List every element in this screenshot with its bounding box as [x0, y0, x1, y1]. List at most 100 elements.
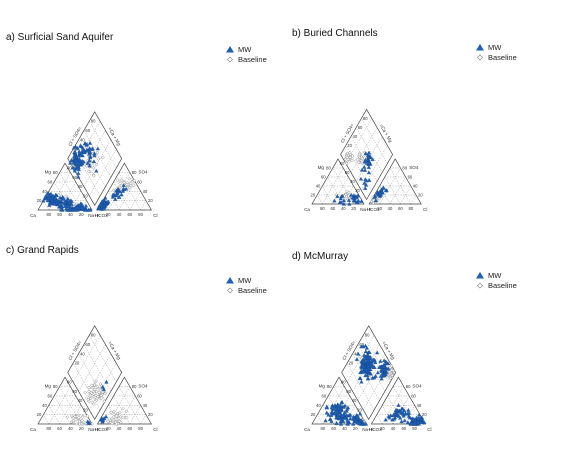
- point-baseline: [88, 393, 93, 398]
- point-baseline: [77, 415, 81, 420]
- point-mw: [362, 168, 368, 172]
- point-mw: [345, 421, 350, 426]
- tick-label-so4: 80: [406, 384, 411, 389]
- point-mw: [86, 207, 92, 212]
- point-baseline: [124, 409, 129, 414]
- point-baseline: [357, 160, 361, 165]
- point-baseline: [343, 192, 348, 197]
- legend-mw-symbol: [226, 46, 234, 53]
- point-mw: [369, 361, 374, 366]
- data-points: [332, 150, 389, 206]
- point-mw: [388, 413, 393, 418]
- point-mw: [121, 183, 126, 188]
- data-points: [65, 379, 129, 426]
- point-baseline: [85, 414, 90, 418]
- point-mw: [377, 364, 382, 369]
- axis-label-mg: Mg: [318, 165, 325, 170]
- tick-label-cl: 20: [106, 426, 111, 431]
- point-mw: [354, 414, 360, 419]
- tick-label-so4: 80: [402, 165, 407, 170]
- point-mw: [328, 417, 333, 421]
- point-mw: [85, 161, 90, 165]
- point-mw: [355, 193, 360, 198]
- point-mw: [100, 199, 105, 203]
- point-mw: [124, 186, 129, 191]
- tick-label-diamond: 80: [340, 161, 345, 166]
- tick-label-so4: 20: [148, 198, 153, 203]
- tick-label-diamond: 80: [91, 333, 96, 338]
- point-mw: [349, 192, 354, 197]
- point-mw: [340, 193, 345, 198]
- point-mw: [381, 185, 386, 190]
- point-baseline: [94, 393, 98, 398]
- point-mw: [391, 413, 396, 418]
- point-mw: [52, 201, 57, 206]
- point-mw: [354, 195, 359, 200]
- tick-label-cl: 20: [106, 212, 111, 217]
- tick-label-diamond: 60: [85, 342, 90, 347]
- cation-triangle: [311, 376, 367, 425]
- point-mw: [69, 158, 74, 162]
- tick-label-ca: 60: [57, 426, 62, 431]
- point-mw: [100, 384, 105, 389]
- point-baseline: [130, 180, 135, 184]
- point-mw: [69, 202, 74, 206]
- point-mw: [366, 355, 371, 360]
- point-baseline: [362, 156, 367, 160]
- point-mw: [372, 195, 377, 199]
- point-mw: [87, 163, 92, 168]
- point-mw: [379, 376, 384, 381]
- point-mw: [58, 203, 63, 207]
- legend-baseline-symbol: [477, 54, 483, 61]
- point-baseline: [390, 368, 394, 373]
- point-mw: [105, 199, 110, 204]
- point-mw: [71, 145, 76, 150]
- point-mw: [355, 200, 360, 205]
- tick-label-diamond: 40: [80, 137, 85, 142]
- legend-baseline-label: Baseline: [488, 53, 517, 62]
- tick-label-mg: 20: [37, 412, 42, 417]
- anion-triangle: [96, 162, 153, 211]
- tick-label-cl: 20: [377, 206, 382, 211]
- tick-label-ca: 80: [46, 212, 51, 217]
- tick-label-so4: 20: [422, 412, 427, 417]
- point-mw: [361, 363, 366, 368]
- axis-label-hco3: HCO3: [367, 207, 380, 212]
- point-mw: [88, 154, 93, 159]
- point-mw: [83, 203, 89, 208]
- point-baseline: [87, 389, 91, 394]
- point-mw: [340, 416, 346, 420]
- point-mw: [336, 415, 341, 419]
- point-mw: [59, 198, 64, 203]
- point-baseline: [64, 194, 68, 199]
- cation-triangle: [37, 376, 93, 425]
- point-baseline: [109, 410, 113, 415]
- point-mw: [412, 420, 417, 424]
- point-mw: [382, 358, 387, 363]
- point-mw: [67, 200, 72, 204]
- point-mw: [332, 198, 337, 203]
- point-mw: [101, 387, 106, 392]
- point-mw: [113, 193, 118, 198]
- anion-triangle: [370, 376, 427, 425]
- point-baseline: [101, 155, 105, 160]
- point-mw: [356, 416, 361, 421]
- point-baseline: [348, 150, 352, 155]
- tick-label-cl: 80: [138, 426, 143, 431]
- point-mw: [120, 189, 125, 193]
- point-baseline: [110, 421, 115, 426]
- legend-baseline-symbol: [227, 287, 233, 294]
- point-baseline: [106, 419, 110, 424]
- axis-label-cl: Cl: [153, 213, 157, 218]
- point-mw: [372, 357, 377, 362]
- point-mw: [344, 416, 349, 421]
- point-baseline: [86, 397, 90, 402]
- tick-label-mg: 60: [48, 393, 53, 398]
- point-mw: [363, 186, 368, 190]
- point-mw: [115, 187, 120, 192]
- point-mw: [367, 350, 372, 354]
- tick-label-diamond: 60: [85, 128, 90, 133]
- point-mw: [98, 202, 103, 207]
- point-mw: [77, 157, 82, 162]
